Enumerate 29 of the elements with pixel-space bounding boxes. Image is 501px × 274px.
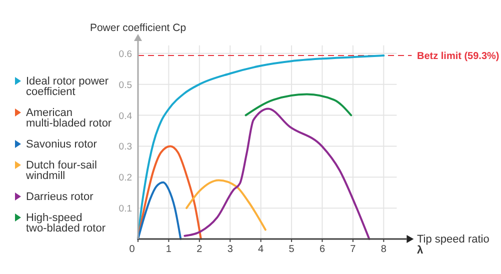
line-series bbox=[137, 145, 202, 240]
legend-label: High-speed two-bladed rotor bbox=[26, 212, 106, 234]
x-tick-label: 3 bbox=[227, 244, 234, 255]
x-tick-label: 7 bbox=[350, 244, 356, 255]
line-series bbox=[137, 181, 182, 240]
x-tick-label: 1 bbox=[166, 244, 172, 255]
y-axis-title: Power coefficient Cp bbox=[90, 22, 186, 34]
ref-line-label: Betz limit (59.3%) bbox=[417, 51, 500, 62]
x-tick-label: 5 bbox=[288, 244, 295, 255]
x-tick-label: 2 bbox=[196, 244, 203, 255]
y-tick-label: 0.6 bbox=[118, 48, 132, 60]
x-tick-label: 6 bbox=[319, 244, 326, 255]
line-series bbox=[137, 54, 385, 240]
y-tick-label: 0.2 bbox=[118, 172, 132, 184]
x-tick-label: 4 bbox=[258, 244, 264, 255]
line-series bbox=[186, 179, 266, 231]
y-tick-label: 0.4 bbox=[118, 110, 132, 122]
x-tick-label: 8 bbox=[380, 244, 387, 255]
x-axis-title: Tip speed ratio λ bbox=[417, 234, 490, 256]
y-tick-label: 0.1 bbox=[118, 204, 132, 215]
legend-label: Dutch four-sail windmill bbox=[25, 160, 97, 182]
legend-label: Darrieus rotor bbox=[26, 191, 94, 203]
y-tick-label: 0.3 bbox=[118, 142, 132, 153]
legend-label: Savonius rotor bbox=[26, 138, 98, 150]
line-series bbox=[184, 108, 370, 240]
y-tick-label: 0.5 bbox=[118, 80, 132, 91]
legend-label: American multi-bladed rotor bbox=[26, 107, 112, 130]
x-tick-label: 0 bbox=[129, 244, 136, 255]
legend-label: Ideal rotor power coefficient bbox=[26, 76, 109, 98]
